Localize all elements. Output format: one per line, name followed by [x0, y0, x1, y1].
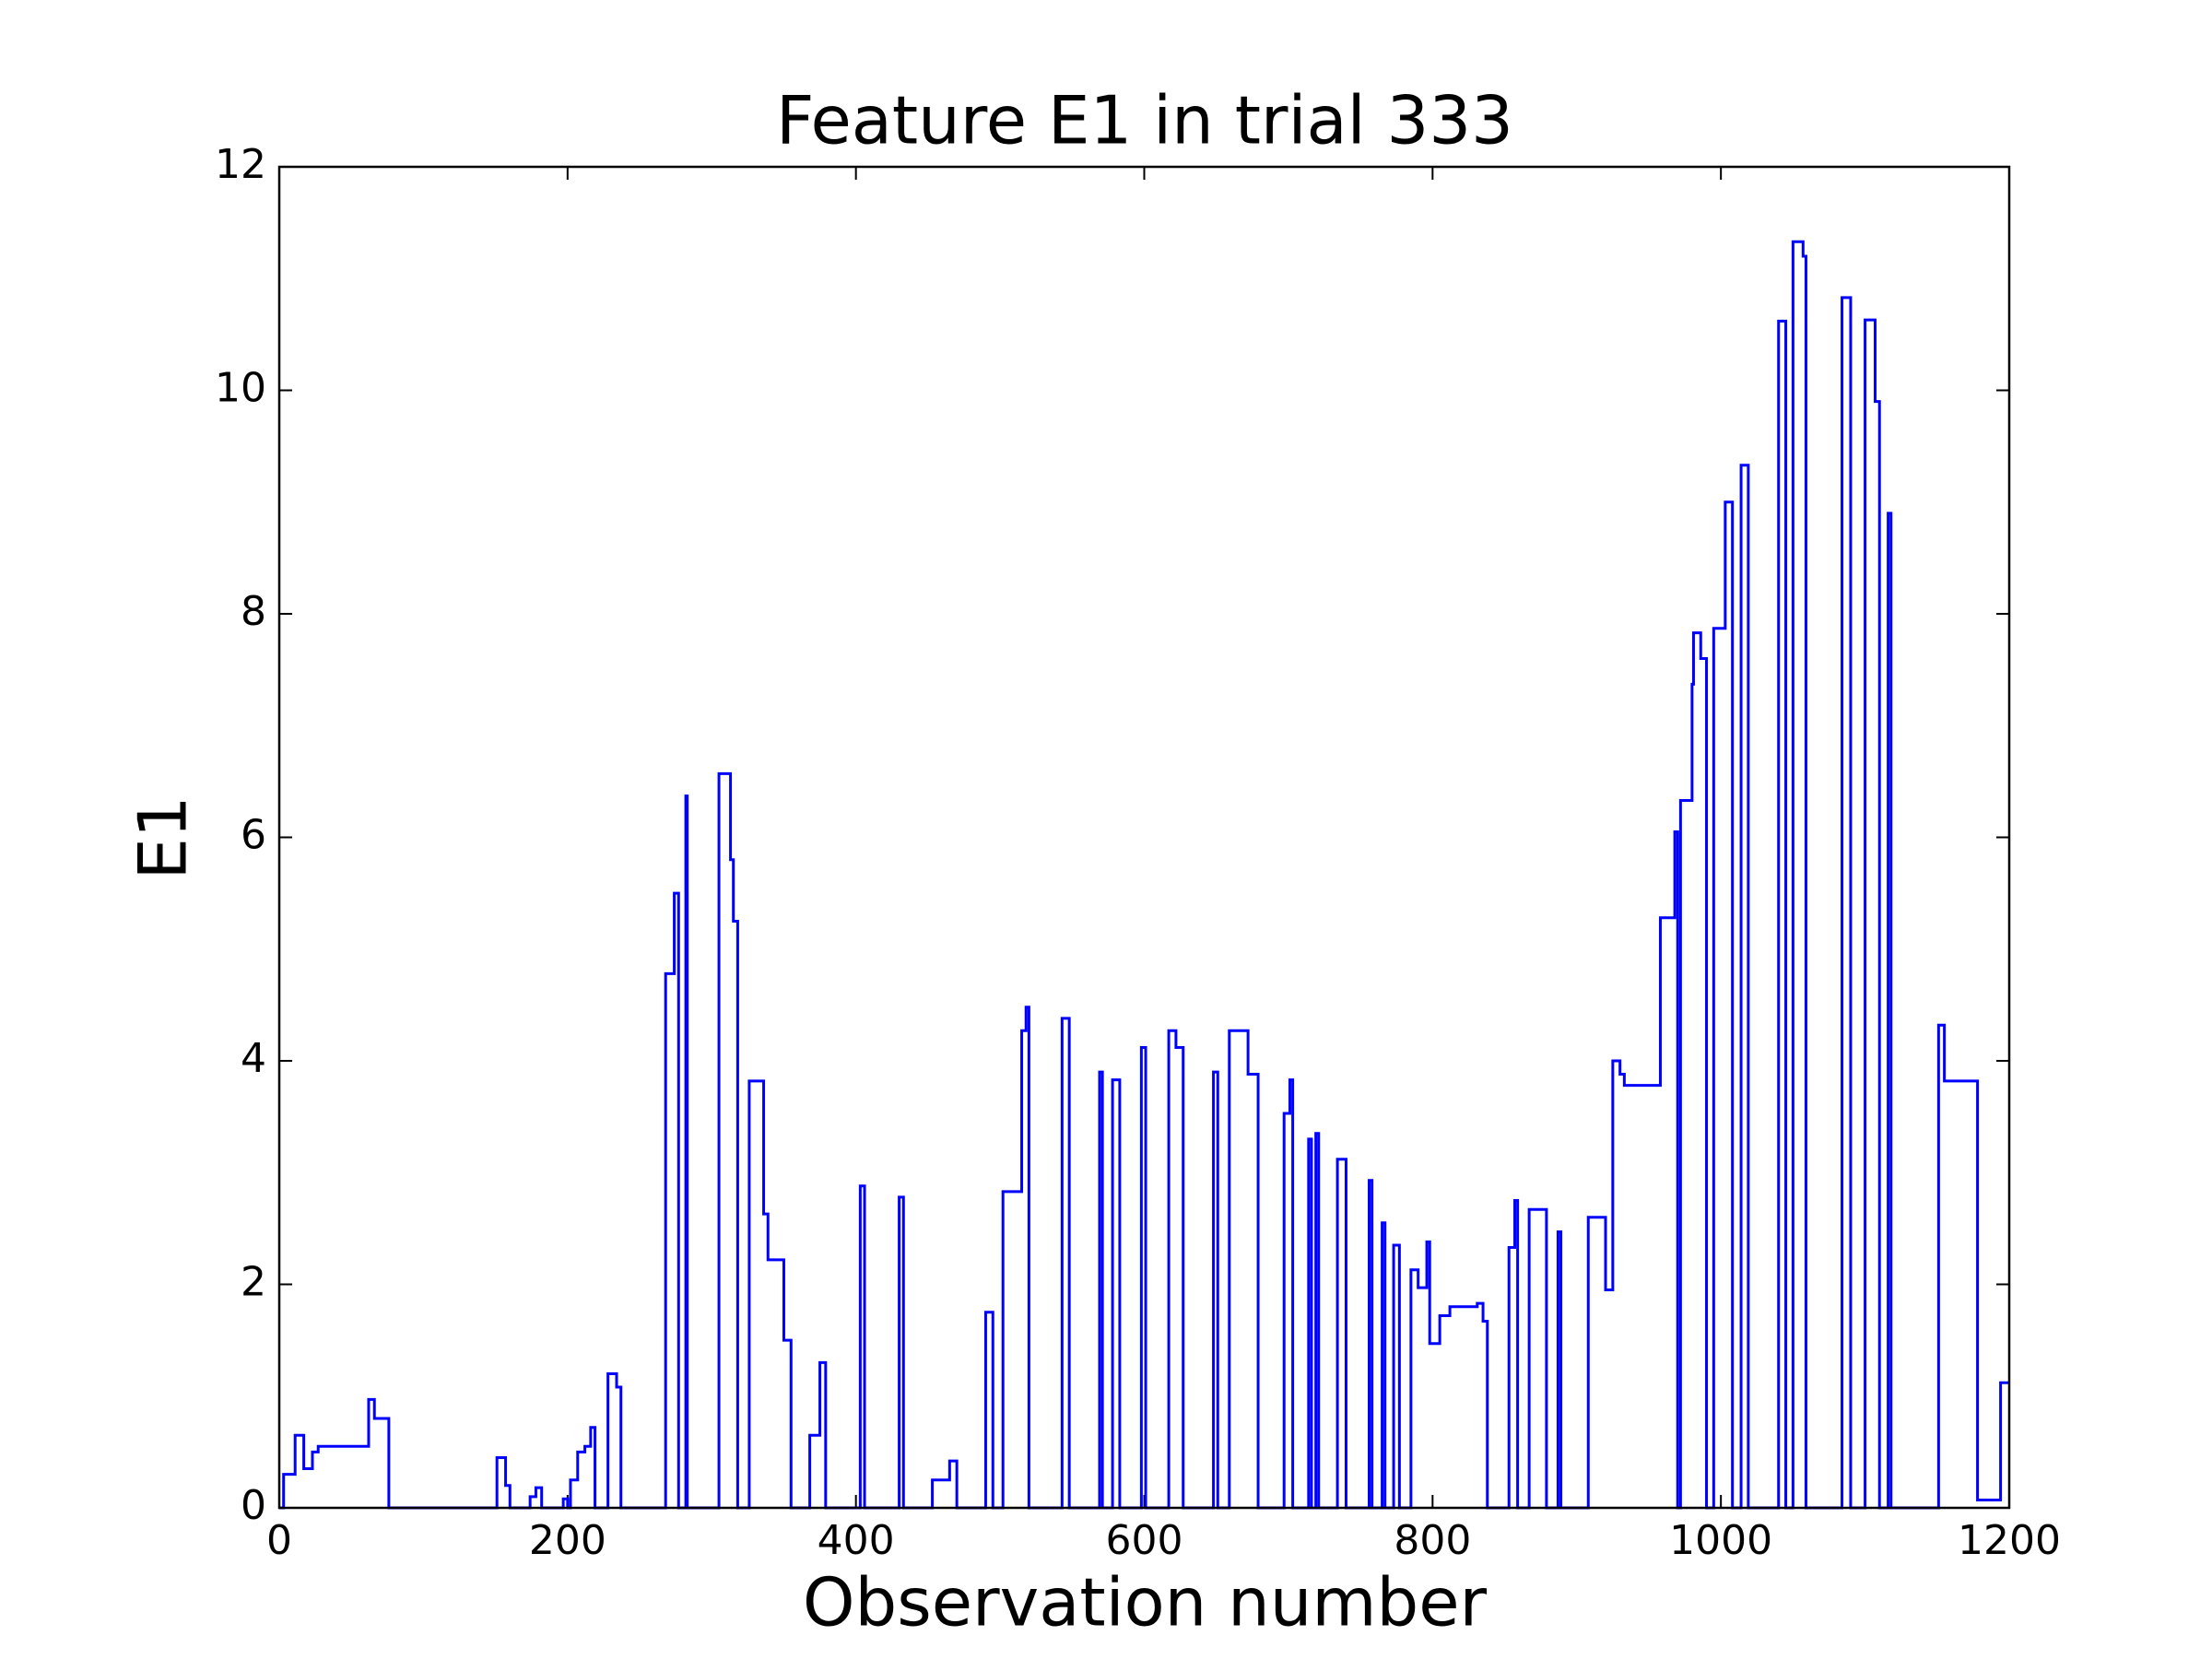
y-axis-label: E1: [124, 795, 202, 879]
y-tick-label: 10: [215, 365, 266, 412]
x-tick-label: 0: [266, 1517, 292, 1564]
x-axis-label: Observation number: [803, 1564, 1488, 1641]
y-tick-label: 0: [241, 1482, 266, 1529]
x-tick-label: 400: [818, 1517, 895, 1564]
y-tick-label: 8: [241, 588, 266, 635]
x-tick-label: 1200: [1958, 1517, 2061, 1564]
y-tick-label: 12: [215, 141, 266, 188]
x-tick-label: 600: [1106, 1517, 1183, 1564]
x-tick-label: 1000: [1669, 1517, 1772, 1564]
x-tick-label: 800: [1394, 1517, 1471, 1564]
plot-frame: [277, 165, 2011, 1510]
x-tick-label: 200: [529, 1517, 606, 1564]
y-tick-label: 4: [241, 1035, 266, 1082]
y-tick-label: 6: [241, 812, 266, 859]
data-line: [279, 240, 2009, 1510]
y-tick-label: 2: [241, 1259, 266, 1306]
chart-title: Feature E1 in trial 333: [776, 82, 1513, 159]
